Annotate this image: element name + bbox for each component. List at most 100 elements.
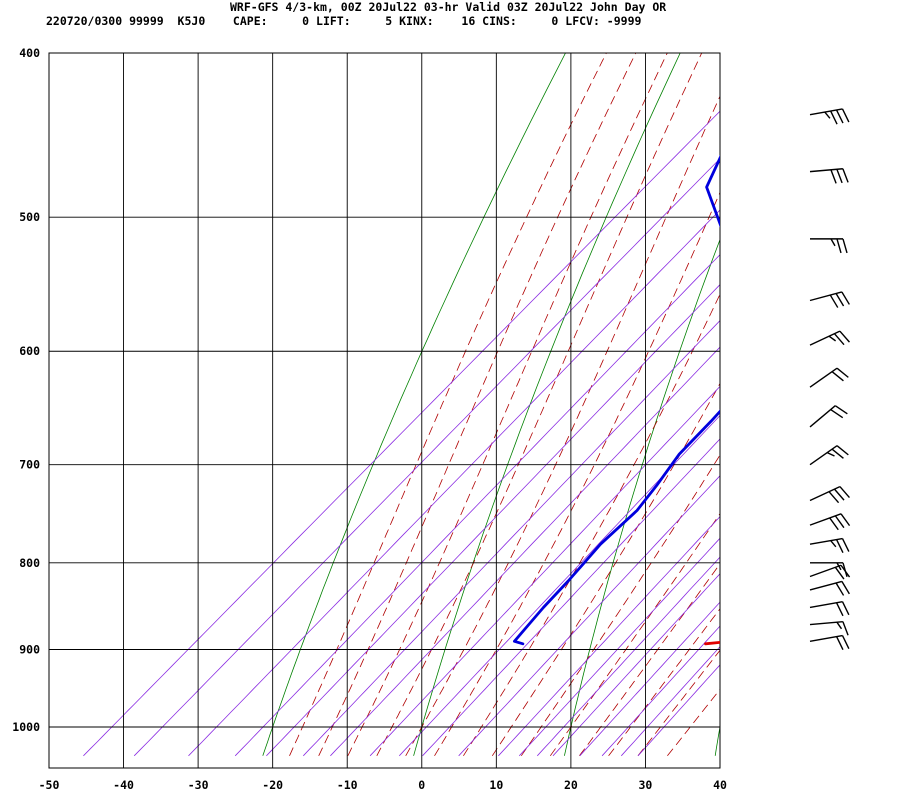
- wind-barb-flag: [830, 238, 836, 247]
- mixing-ratio-line: [83, 110, 720, 757]
- wind-barb-flag: [834, 405, 848, 415]
- y-tick-label: 800: [19, 556, 40, 570]
- wind-barb-flag: [835, 539, 844, 553]
- wind-barb-flag: [836, 445, 849, 456]
- mixing-ratio-line: [399, 415, 720, 757]
- sounding-traces: [513, 154, 720, 646]
- x-tick-label: 40: [713, 778, 727, 792]
- moist-adiabat-line: [608, 608, 720, 757]
- wind-barb-shaft: [809, 564, 842, 578]
- dry-adiabat-line: [413, 53, 681, 756]
- moist-adiabat-line: [667, 688, 720, 757]
- mixing-ratio-line: [537, 556, 720, 757]
- wind-barb-flag: [839, 486, 850, 499]
- wind-barb-flag: [833, 333, 845, 346]
- moist-adiabat-line: [434, 191, 720, 757]
- mixing-ratio-line: [369, 385, 720, 757]
- wind-barb: [809, 445, 849, 466]
- wind-barb-flag: [834, 515, 845, 529]
- temperature-axis: -50 -40 -30 -20 -10 0 10 20 30 40: [39, 778, 727, 792]
- moist-adiabat-line: [549, 512, 720, 757]
- wind-barb-flag: [831, 371, 844, 382]
- wind-barb-flag: [835, 109, 844, 124]
- wind-barb: [809, 108, 850, 125]
- moist-adiabat-line: [637, 649, 720, 757]
- dry-adiabat-line: [262, 53, 566, 756]
- mixing-ratio-line: [637, 664, 720, 757]
- y-tick-label: 400: [19, 46, 40, 60]
- dry-adiabat-line: [564, 238, 720, 756]
- wind-barb-flag: [836, 169, 843, 184]
- wind-barb-flag: [841, 581, 850, 595]
- wind-barb-flag: [841, 538, 850, 552]
- wind-barb-flag: [834, 566, 845, 580]
- y-tick-label: 1000: [12, 720, 40, 734]
- mixing-ratio-line: [519, 537, 720, 757]
- wind-barb-flag: [830, 110, 838, 125]
- x-tick-label: 20: [564, 778, 578, 792]
- mixing-ratio-line: [266, 284, 720, 757]
- wind-barb-flag: [830, 169, 837, 184]
- wind-barb: [809, 330, 850, 346]
- x-tick-label: -30: [188, 778, 209, 792]
- mixing-ratio-line: [621, 646, 720, 757]
- temperature-trace: [704, 640, 720, 646]
- moist-adiabat-line: [347, 53, 668, 756]
- mixing-ratio-line: [330, 346, 720, 757]
- wind-barb: [810, 562, 848, 578]
- wind-barb-flag: [829, 294, 839, 308]
- wind-barb-flag: [836, 621, 843, 630]
- mixing-ratio-line: [498, 515, 720, 757]
- wind-barb-shaft: [809, 405, 836, 428]
- mixing-ratio-line: [579, 601, 720, 757]
- background-lines: [83, 53, 720, 757]
- mixing-ratio-line: [234, 254, 720, 757]
- moist-adiabat-line: [318, 53, 637, 756]
- mixing-ratio-line: [133, 158, 720, 757]
- moist-adiabat-line: [491, 382, 720, 757]
- moist-adiabat-line: [405, 95, 720, 756]
- wind-barb-flag: [836, 238, 842, 254]
- wind-barb-flag: [828, 491, 840, 504]
- wind-barb: [809, 601, 850, 617]
- wind-barb-flag: [835, 582, 845, 596]
- wind-barb-flag: [830, 408, 844, 419]
- moist-adiabat-line: [289, 53, 607, 756]
- mixing-ratio-line: [601, 625, 720, 757]
- station-indices: 220720/0300 99999 K5J0 CAPE: 0 LIFT: 5 K…: [46, 14, 642, 28]
- wind-barb: [809, 405, 848, 428]
- x-tick-label: -40: [113, 778, 134, 792]
- y-tick-label: 500: [19, 210, 40, 224]
- wind-barb-flag: [839, 330, 850, 343]
- moist-adiabat-line: [463, 293, 720, 757]
- wind-barb: [809, 367, 849, 388]
- x-tick-label: -10: [337, 778, 358, 792]
- wind-barb-flag: [828, 335, 837, 342]
- mixing-ratio-line: [303, 319, 720, 757]
- plot-frame: [48, 52, 721, 769]
- dewpoint-trace: [513, 154, 720, 646]
- y-tick-label: 900: [19, 642, 40, 656]
- wind-barb-flag: [841, 601, 850, 616]
- wind-barb-flag: [836, 562, 842, 571]
- wind-barb: [809, 620, 849, 636]
- wind-barb-column: [809, 108, 851, 650]
- x-tick-label: 10: [489, 778, 503, 792]
- wind-barb: [810, 238, 848, 254]
- isotherm-grid: [123, 53, 646, 768]
- wind-barb: [809, 537, 850, 553]
- mixing-ratio-line: [552, 573, 720, 757]
- y-tick-label: 600: [19, 344, 40, 358]
- moist-adiabat-line: [579, 563, 720, 757]
- x-tick-label: -50: [39, 778, 60, 792]
- mixing-ratio-line: [458, 475, 720, 757]
- wind-barb: [809, 634, 850, 650]
- wind-barb-flag: [842, 621, 849, 636]
- wind-barb: [809, 168, 849, 184]
- wind-barb-flag: [842, 238, 848, 254]
- wind-barb-flag: [841, 635, 850, 649]
- wind-barb-flag: [835, 602, 844, 617]
- wind-barb-flag: [830, 540, 837, 548]
- moist-adiabat-line: [376, 53, 703, 756]
- wind-barb-shaft: [809, 367, 838, 388]
